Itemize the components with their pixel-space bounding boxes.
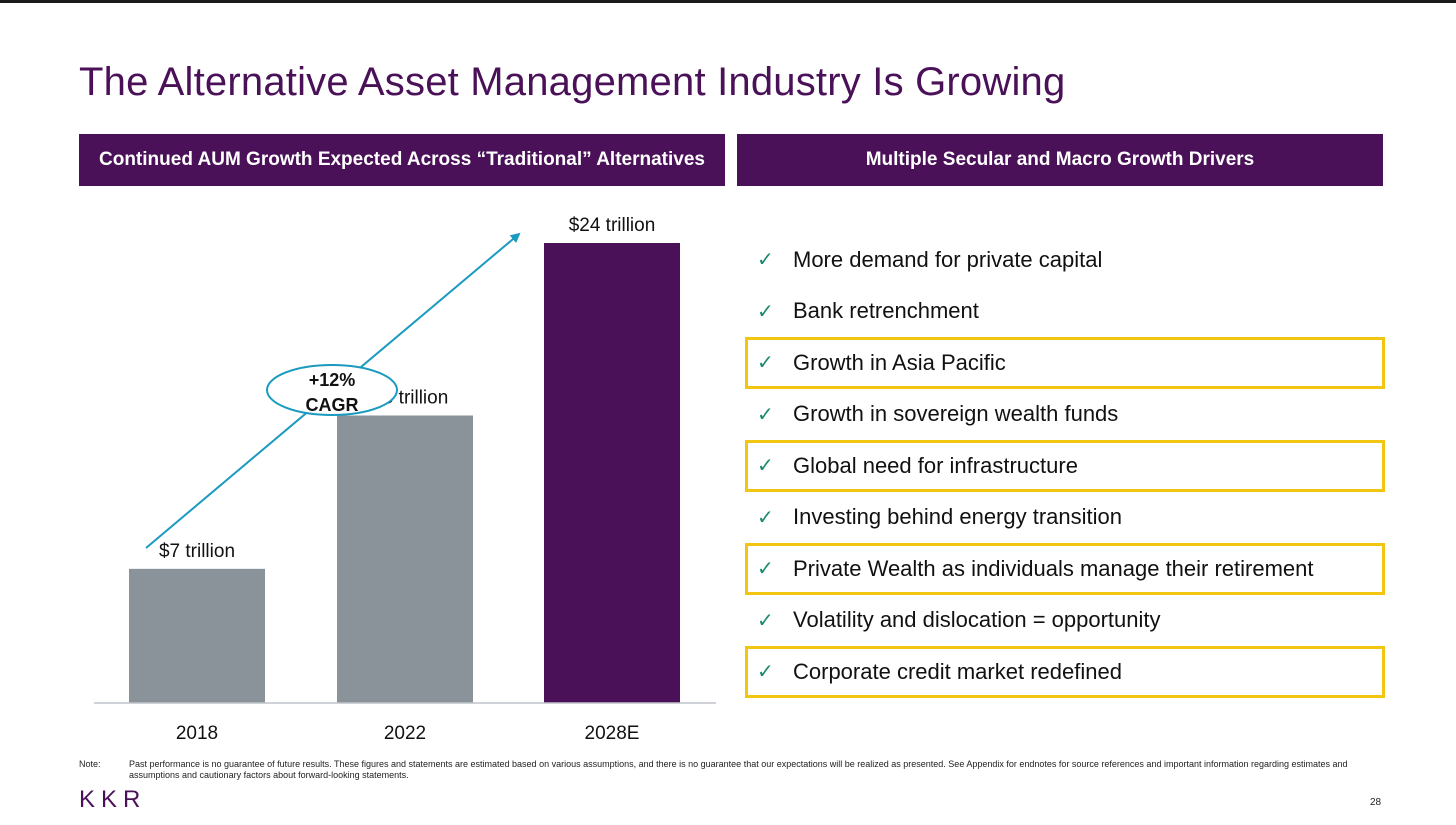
page-title: The Alternative Asset Management Industr… (79, 60, 1066, 104)
driver-item: ✓ Global need for infrastructure (745, 440, 1385, 492)
cagr-ellipse (266, 364, 398, 416)
cagr-percent: +12% (309, 370, 356, 390)
x-tick-2018: 2018 (176, 723, 218, 744)
note-text: Past performance is no guarantee of futu… (129, 759, 1348, 780)
footnote: Note: Past performance is no guarantee o… (79, 759, 1369, 781)
checkmark-icon: ✓ (757, 661, 774, 684)
checkmark-icon: ✓ (757, 609, 774, 632)
kkr-logo: KKR (79, 786, 147, 813)
bar-2022 (337, 415, 473, 703)
driver-text: Corporate credit market redefined (793, 658, 1122, 684)
top-border (0, 0, 1456, 3)
right-section-header: Multiple Secular and Macro Growth Driver… (737, 134, 1383, 186)
checkmark-icon: ✓ (757, 506, 774, 529)
driver-item: ✓ More demand for private capital (745, 234, 1385, 286)
driver-text: Bank retrenchment (793, 298, 979, 324)
driver-item: ✓ Corporate credit market redefined (745, 646, 1385, 698)
driver-text: Global need for infrastructure (793, 452, 1078, 478)
driver-item: ✓ Investing behind energy transition (745, 492, 1385, 544)
bar-2018 (129, 568, 265, 703)
data-label-2028e: $24 trillion (569, 215, 656, 236)
bar-2028e (544, 243, 680, 703)
driver-text: Growth in Asia Pacific (793, 349, 1006, 375)
data-label-2018: $7 trillion (159, 541, 235, 562)
driver-item: ✓ Growth in sovereign wealth funds (745, 389, 1385, 441)
checkmark-icon: ✓ (757, 558, 774, 581)
driver-text: Private Wealth as individuals manage the… (793, 555, 1314, 581)
note-label: Note: (79, 759, 101, 769)
driver-text: Growth in sovereign wealth funds (793, 401, 1119, 427)
checkmark-icon: ✓ (757, 455, 774, 478)
driver-item: ✓ Volatility and dislocation = opportunit… (745, 595, 1385, 647)
checkmark-icon: ✓ (757, 249, 774, 272)
x-tick-2028e: 2028E (585, 723, 640, 744)
growth-drivers-list: ✓ More demand for private capital ✓ Bank re… (745, 234, 1385, 698)
driver-item: ✓ Growth in Asia Pacific (745, 337, 1385, 389)
x-tick-2022: 2022 (384, 723, 426, 744)
cagr-label: CAGR (306, 395, 359, 415)
checkmark-icon: ✓ (757, 352, 774, 375)
driver-text: More demand for private capital (793, 246, 1103, 272)
driver-text: Investing behind energy transition (793, 504, 1122, 530)
driver-item: ✓ Bank retrenchment (745, 286, 1385, 338)
driver-item: ✓ Private Wealth as individuals manage th… (745, 543, 1385, 595)
left-section-header: Continued AUM Growth Expected Across “Tr… (79, 134, 725, 186)
checkmark-icon: ✓ (757, 403, 774, 426)
page-number: 28 (1370, 797, 1382, 808)
driver-text: Volatility and dislocation = opportunity (793, 607, 1161, 633)
checkmark-icon: ✓ (757, 300, 774, 323)
